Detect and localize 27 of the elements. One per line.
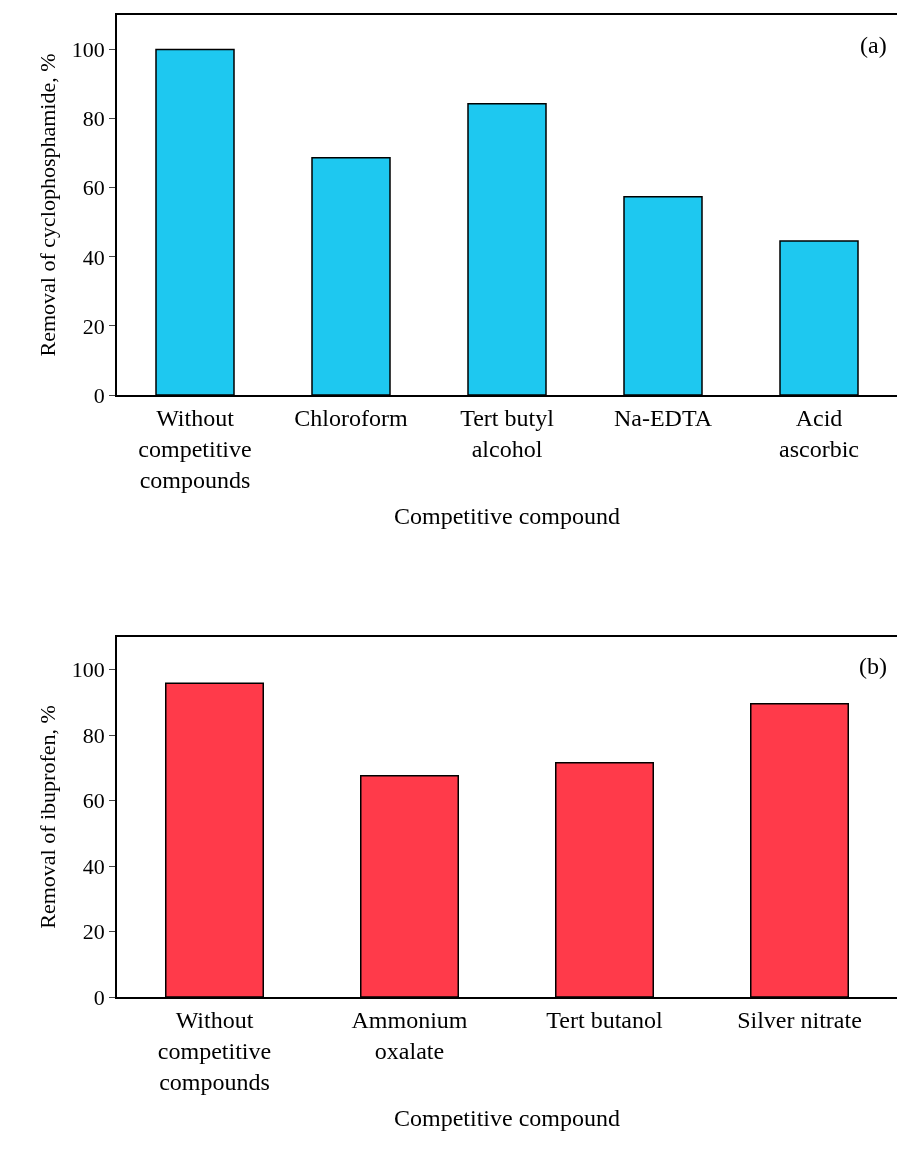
y-tick-label: 60 bbox=[82, 175, 105, 201]
y-tick-label: 80 bbox=[82, 722, 105, 748]
y-tick-label: 0 bbox=[93, 382, 105, 408]
y-tick-label: 80 bbox=[82, 106, 105, 132]
annotation: (b) bbox=[859, 653, 887, 679]
y-tick-label: 60 bbox=[82, 788, 105, 814]
y-tick-label: 40 bbox=[82, 853, 105, 879]
x-tick-label: Without competitive compounds bbox=[138, 404, 252, 493]
y-tick-label: 20 bbox=[82, 919, 105, 945]
x-axis-title: Competitive compound bbox=[394, 1104, 620, 1131]
x-tick-label: Tert butyl alcohol bbox=[460, 404, 555, 462]
y-tick-label: 20 bbox=[82, 313, 105, 339]
x-tick-label: Tert butanol bbox=[546, 1006, 663, 1033]
x-tick-label: Ammonium oxalate bbox=[351, 1006, 468, 1064]
y-tick-label: 100 bbox=[71, 37, 105, 63]
x-axis-title: Competitive compound bbox=[394, 502, 620, 529]
y-axis-title: Removal of cyclophosphamide, % bbox=[35, 53, 61, 357]
x-tick-label: Silver nitrate bbox=[737, 1006, 862, 1033]
y-axis-title: Removal of ibuprofen, % bbox=[35, 705, 61, 929]
x-tick-label: Na-EDTA bbox=[613, 404, 713, 431]
annotation: (a) bbox=[860, 32, 887, 58]
x-tick-label: Acid ascorbic bbox=[779, 404, 859, 462]
y-tick-label: 0 bbox=[93, 984, 105, 1010]
y-tick-label: 40 bbox=[82, 244, 105, 270]
x-tick-label: Chloroform bbox=[294, 404, 408, 431]
y-tick-label: 100 bbox=[71, 657, 105, 683]
x-tick-label: Without competitive compounds bbox=[157, 1006, 272, 1095]
